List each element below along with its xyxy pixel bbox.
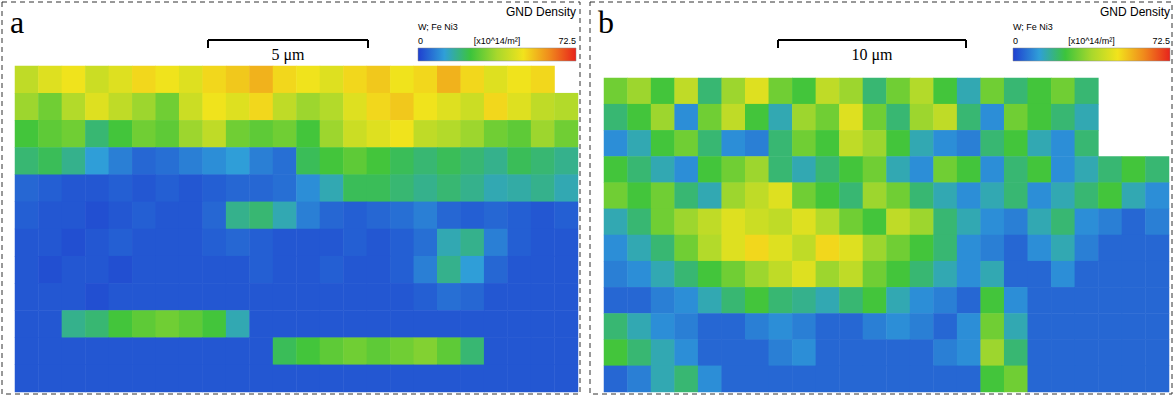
svg-text:W; Fe Ni3: W; Fe Ni3 bbox=[418, 22, 458, 32]
svg-text:GND Density: GND Density bbox=[506, 5, 576, 19]
svg-text:a: a bbox=[10, 4, 24, 40]
svg-text:72.5: 72.5 bbox=[558, 36, 576, 46]
svg-text:[x10^14/m²]: [x10^14/m²] bbox=[474, 36, 521, 46]
svg-text:0: 0 bbox=[1013, 36, 1018, 46]
svg-text:0: 0 bbox=[418, 36, 423, 46]
svg-text:GND Density: GND Density bbox=[1100, 5, 1170, 19]
svg-text:72.5: 72.5 bbox=[1152, 36, 1170, 46]
svg-text:10 μm: 10 μm bbox=[851, 46, 893, 64]
svg-text:W; Fe Ni3: W; Fe Ni3 bbox=[1013, 22, 1053, 32]
svg-text:5 μm: 5 μm bbox=[271, 46, 305, 64]
svg-text:b: b bbox=[598, 4, 614, 40]
svg-text:[x10^14/m²]: [x10^14/m²] bbox=[1068, 36, 1115, 46]
